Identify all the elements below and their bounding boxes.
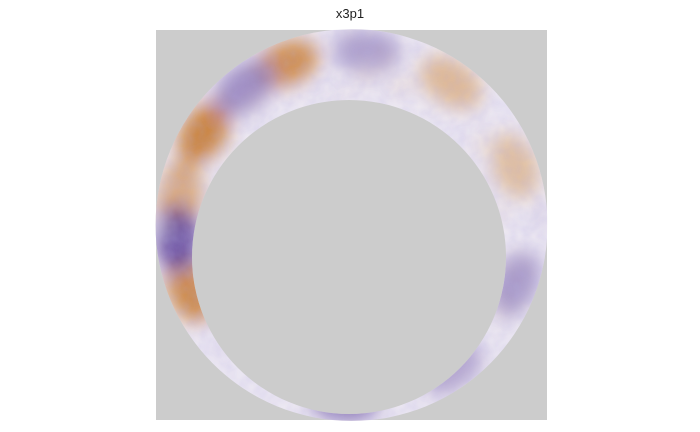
chart-title: x3p1: [335, 6, 365, 21]
